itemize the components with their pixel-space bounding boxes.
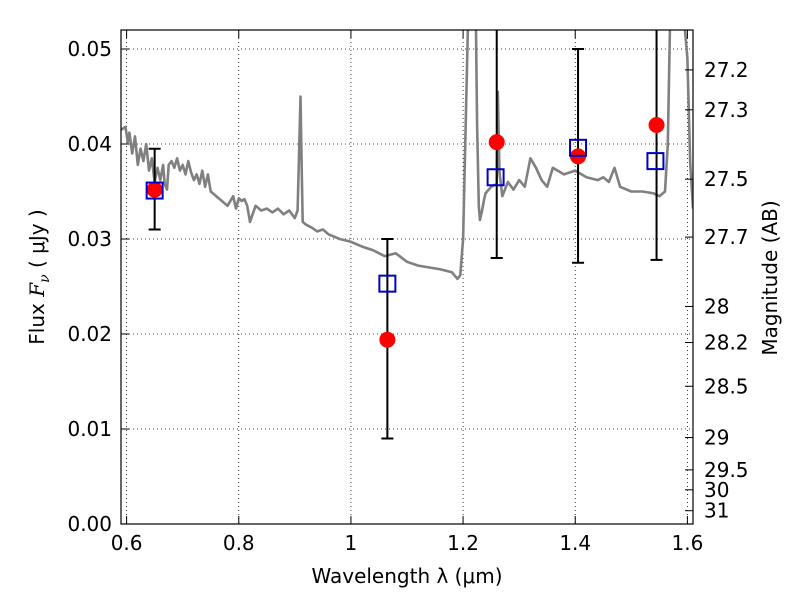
model-point xyxy=(145,181,164,200)
model-point xyxy=(569,138,588,157)
sed-layer xyxy=(121,30,693,281)
y-tick-label: 0.01 xyxy=(67,417,112,441)
y-axis-title-sub: ν xyxy=(37,274,53,283)
mag-tick-label: 31 xyxy=(704,499,729,523)
mag-tick-label: 28.2 xyxy=(704,331,749,355)
mag-tick-label: 27.2 xyxy=(704,58,749,82)
observed-point xyxy=(146,181,163,198)
observed-points xyxy=(146,117,665,348)
mag-tick-label: 27.5 xyxy=(704,167,749,191)
mag-tick-label: 28 xyxy=(704,294,729,318)
observed-point xyxy=(648,117,665,133)
mag-tick-label: 29.5 xyxy=(704,458,749,482)
mag-tick-label: 30 xyxy=(704,478,729,502)
sed-model-line xyxy=(121,30,693,281)
axis-ticks xyxy=(121,30,693,525)
x-tick-label: 0.8 xyxy=(223,531,255,555)
x-tick-label: 1.6 xyxy=(671,531,703,555)
observed-point xyxy=(379,331,396,348)
x-tick-label: 0.6 xyxy=(111,531,143,555)
y-tick-label: 0.03 xyxy=(67,227,112,251)
x-tick-label: 1.4 xyxy=(559,531,591,555)
y-tick-label: 0.02 xyxy=(67,322,112,346)
mag-tick-label: 27.7 xyxy=(704,225,749,249)
x-tick-label: 1 xyxy=(345,531,358,555)
x-axis-title: Wavelength λ (μm) xyxy=(311,564,502,588)
mag-tick-label: 28.5 xyxy=(704,374,749,398)
y-axis-title-prefix: Flux xyxy=(25,297,49,345)
y2-axis-title: Magnitude (AB) xyxy=(758,200,782,355)
model-point xyxy=(486,168,505,187)
y-tick-label: 0.04 xyxy=(67,132,112,156)
y-axis-title-suffix: ( μJy ) xyxy=(25,209,49,274)
mag-tick-label: 27.3 xyxy=(704,98,749,122)
tick-labels: 0.6 0.8 1 1.2 1.4 1.6 0.00 0.01 0.02 0.03 0.04 0.05… xyxy=(67,37,748,555)
y-tick-label: 0.05 xyxy=(67,37,112,61)
y-axis-title-var: F xyxy=(25,282,49,298)
errorbar-layer xyxy=(148,30,663,440)
mag-tick-label: 29 xyxy=(704,426,729,450)
observed-point xyxy=(488,134,505,151)
y-tick-label: 0.00 xyxy=(67,512,112,536)
model-point xyxy=(646,152,665,171)
model-photometry-points xyxy=(145,138,665,293)
plot-frame xyxy=(120,29,694,525)
model-point xyxy=(378,274,397,293)
x-tick-label: 1.2 xyxy=(447,531,479,555)
plot-background xyxy=(121,30,693,524)
y-axis-title: Flux Fν ( μJy ) xyxy=(25,209,53,344)
